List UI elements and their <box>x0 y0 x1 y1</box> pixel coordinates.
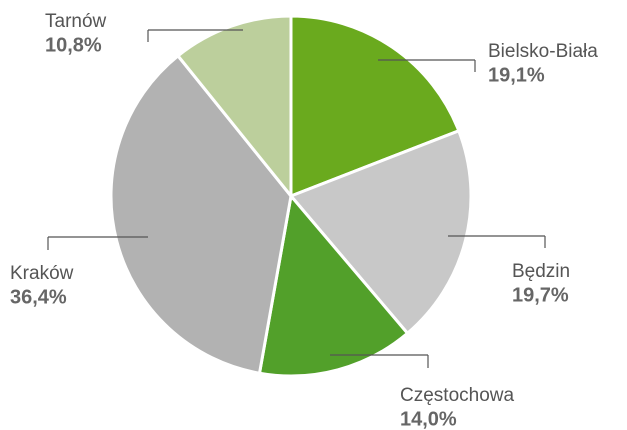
slice-label: Częstochowa <box>400 385 514 406</box>
pie-slice <box>257 192 410 378</box>
slice-value-label: 14,0% <box>400 408 457 430</box>
slice-label: Bielsko-Biała <box>488 41 598 62</box>
slice-value-label: 36,4% <box>10 286 67 308</box>
pie-slice <box>288 128 473 336</box>
pie-slice <box>109 53 293 375</box>
pie-slice <box>289 14 461 199</box>
slice-value-label: 19,7% <box>512 284 569 306</box>
slice-label: Będzin <box>512 261 570 282</box>
slice-value-label: 19,1% <box>488 64 545 86</box>
slice-value-label: 10,8% <box>45 34 102 56</box>
slice-label: Tarnów <box>45 11 107 32</box>
pie-slice <box>175 14 293 201</box>
slice-label: Kraków <box>10 263 74 284</box>
